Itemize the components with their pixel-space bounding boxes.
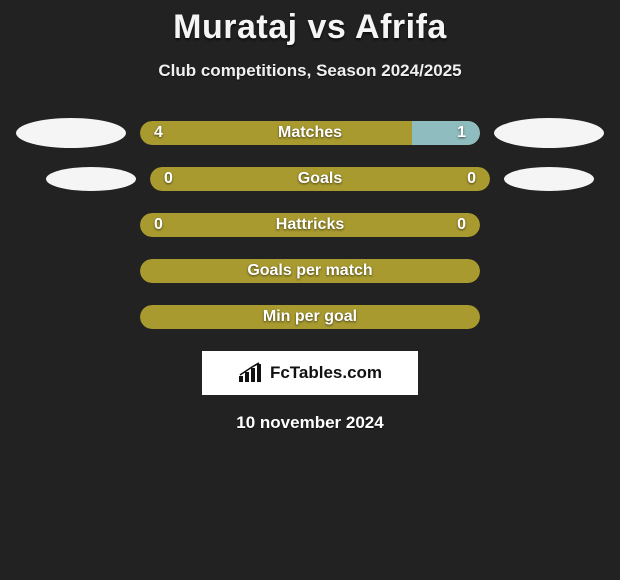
stat-label: Hattricks: [276, 216, 344, 234]
stat-right-value: 0: [467, 170, 476, 188]
stat-bar: 0 Hattricks 0: [140, 213, 480, 237]
left-player-marker: [46, 167, 136, 191]
stat-bar: Min per goal: [140, 305, 480, 329]
logo-box[interactable]: FcTables.com: [202, 351, 418, 395]
stat-bar: 4 Matches 1: [140, 121, 480, 145]
stat-right-value: 1: [457, 124, 466, 142]
stat-bar: Goals per match: [140, 259, 480, 283]
stat-label: Min per goal: [263, 308, 357, 326]
bar-right-fill: [412, 121, 480, 145]
stat-rows: 4 Matches 1 0 Goals 0 0 Hattricks 0 Goals per mat…: [0, 121, 620, 329]
stat-left-value: 0: [164, 170, 173, 188]
stat-row: 0 Hattricks 0: [0, 213, 620, 237]
stat-bar: 0 Goals 0: [150, 167, 490, 191]
stat-label: Matches: [278, 124, 342, 142]
stat-label: Goals per match: [247, 262, 372, 280]
footer-date: 10 november 2024: [0, 413, 620, 433]
stat-right-value: 0: [457, 216, 466, 234]
right-player-marker: [504, 167, 594, 191]
stat-label: Goals: [298, 170, 342, 188]
logo-inner: FcTables.com: [238, 362, 382, 384]
stat-row: 4 Matches 1: [0, 121, 620, 145]
stat-left-value: 4: [154, 124, 163, 142]
stat-row: 0 Goals 0: [0, 167, 620, 191]
stats-card: Murataj vs Afrifa Club competitions, Sea…: [0, 0, 620, 433]
right-player-marker: [494, 118, 604, 148]
stat-left-value: 0: [154, 216, 163, 234]
stat-row: Min per goal: [0, 305, 620, 329]
bars-icon: [238, 362, 264, 384]
left-player-marker: [16, 118, 126, 148]
logo-text: FcTables.com: [270, 363, 382, 383]
page-subtitle: Club competitions, Season 2024/2025: [0, 61, 620, 81]
stat-row: Goals per match: [0, 259, 620, 283]
page-title: Murataj vs Afrifa: [0, 8, 620, 47]
